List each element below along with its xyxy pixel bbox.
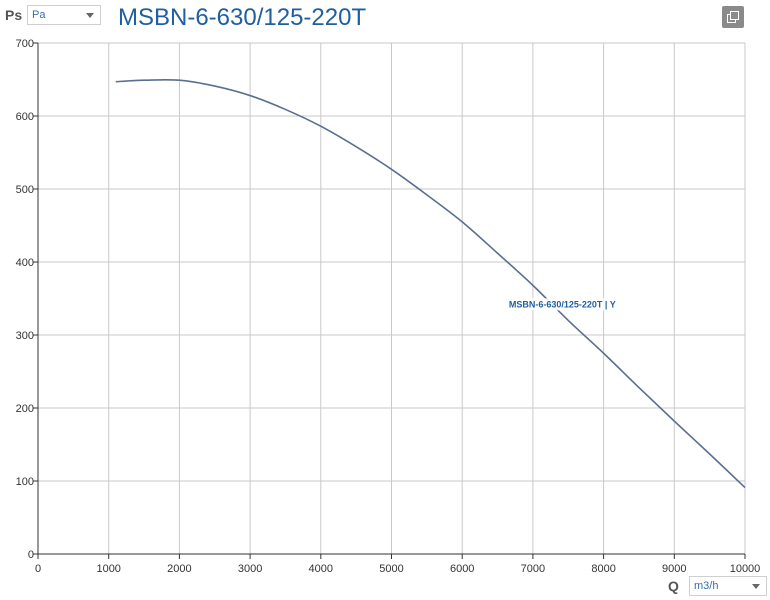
- y-tick-label: 400: [16, 257, 34, 269]
- y-axis-quantity-label: Ps: [5, 7, 23, 23]
- chevron-down-icon: [752, 584, 760, 589]
- x-tick-label: 1000: [96, 563, 120, 575]
- axes: [33, 42, 746, 559]
- copy-icon-front: [730, 11, 739, 20]
- y-tick-label: 0: [28, 549, 34, 561]
- series-group: MSBN-6-630/125-220T | Y: [115, 78, 746, 489]
- y-unit-value: Pa: [32, 9, 46, 21]
- x-unit-select[interactable]: m3/h: [689, 576, 767, 596]
- y-tick-label: 100: [16, 476, 34, 488]
- page-title: MSBN-6-630/125-220T: [118, 4, 367, 31]
- y-unit-select[interactable]: Pa: [27, 5, 101, 25]
- x-tick-label: 10000: [730, 563, 761, 575]
- series-line: [115, 78, 746, 489]
- x-tick-label: 5000: [379, 563, 403, 575]
- tick-labels: 0 1000 2000 3000 4000 5000 6000 7000 8000 9000 100…: [16, 38, 761, 575]
- x-tick-label: 7000: [521, 563, 545, 575]
- chevron-down-icon: [86, 13, 94, 18]
- x-tick-label: 3000: [238, 563, 262, 575]
- y-tick-label: 300: [16, 330, 34, 342]
- y-tick-label: 700: [16, 38, 34, 50]
- y-tick-label: 200: [16, 403, 34, 415]
- x-tick-label: 8000: [591, 563, 615, 575]
- y-tick-label: 500: [16, 184, 34, 196]
- grid-lines: [37, 42, 746, 555]
- x-unit-value: m3/h: [694, 580, 719, 592]
- series-label: MSBN-6-630/125-220T | Y: [509, 299, 616, 309]
- x-tick-label: 6000: [450, 563, 474, 575]
- copy-button[interactable]: [722, 6, 744, 28]
- series-label-bg: [507, 298, 617, 311]
- x-tick-label: 0: [35, 563, 41, 575]
- x-tick-label: 9000: [662, 563, 686, 575]
- x-axis-quantity-label: Q: [668, 578, 679, 594]
- y-tick-label: 600: [16, 111, 34, 123]
- x-tick-label: 4000: [309, 563, 333, 575]
- x-tick-label: 2000: [167, 563, 191, 575]
